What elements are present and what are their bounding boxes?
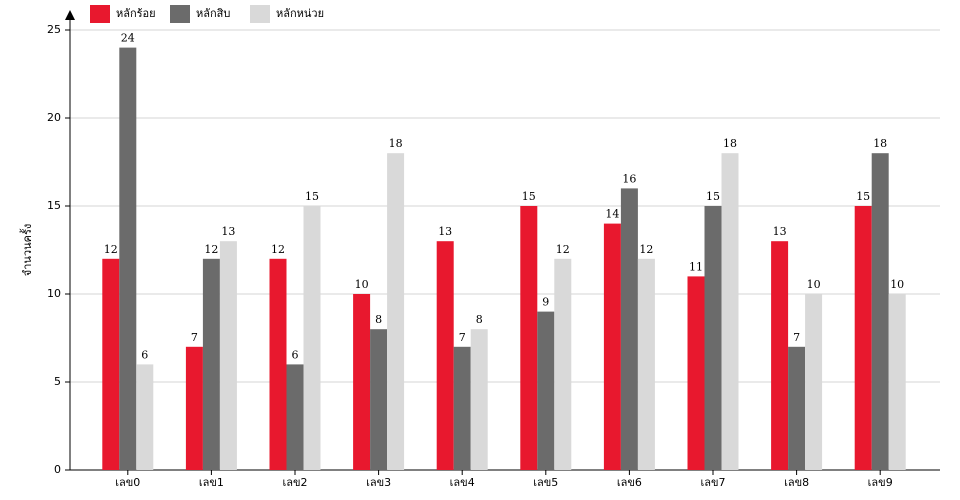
value-label: 8 — [476, 313, 483, 326]
bar — [687, 276, 705, 470]
value-label: 18 — [723, 137, 737, 150]
bar — [788, 346, 806, 470]
value-label: 24 — [121, 32, 135, 45]
legend-swatch — [170, 5, 190, 23]
x-tick-label: เลข8 — [784, 476, 809, 489]
x-tick-label: เลข7 — [700, 476, 725, 489]
x-tick-label: เลข5 — [533, 476, 558, 489]
x-tick-label: เลข4 — [450, 476, 475, 489]
value-label: 13 — [773, 225, 787, 238]
legend-label: หลักหน่วย — [276, 7, 324, 20]
bar — [286, 364, 304, 470]
bar — [854, 206, 872, 470]
bar — [620, 188, 638, 470]
legend-label: หลักร้อย — [116, 7, 156, 20]
y-tick-label: 5 — [54, 375, 61, 388]
value-label: 10 — [355, 278, 369, 291]
value-label: 14 — [605, 208, 619, 221]
value-label: 12 — [271, 243, 285, 256]
value-label: 7 — [793, 331, 800, 344]
value-label: 15 — [522, 190, 536, 203]
bar — [520, 206, 538, 470]
y-tick-label: 20 — [47, 111, 61, 124]
bar — [436, 241, 454, 470]
y-axis-label: จำนวนครั้ง — [19, 224, 34, 276]
bar — [370, 329, 388, 470]
bar — [202, 258, 220, 470]
value-label: 8 — [375, 313, 382, 326]
y-tick-label: 0 — [54, 463, 61, 476]
value-label: 15 — [706, 190, 720, 203]
bar — [554, 258, 572, 470]
y-tick-label: 25 — [47, 23, 61, 36]
value-label: 7 — [191, 331, 198, 344]
legend-swatch — [250, 5, 270, 23]
x-tick-label: เลข6 — [617, 476, 642, 489]
value-label: 12 — [104, 243, 118, 256]
bar — [771, 241, 789, 470]
value-label: 12 — [556, 243, 570, 256]
value-label: 13 — [438, 225, 452, 238]
bar — [219, 241, 237, 470]
x-tick-label: เลข2 — [282, 476, 307, 489]
value-label: 9 — [542, 296, 549, 309]
value-label: 7 — [459, 331, 466, 344]
value-label: 10 — [890, 278, 904, 291]
value-label: 12 — [204, 243, 218, 256]
value-label: 11 — [689, 260, 703, 273]
x-tick-label: เลข1 — [199, 476, 224, 489]
value-label: 12 — [639, 243, 653, 256]
bar — [537, 311, 555, 470]
bar — [603, 223, 621, 470]
bar — [871, 153, 889, 470]
value-label: 18 — [873, 137, 887, 150]
legend-label: หลักสิบ — [196, 7, 230, 20]
y-tick-label: 10 — [47, 287, 61, 300]
legend-swatch — [90, 5, 110, 23]
y-tick-label: 15 — [47, 199, 61, 212]
x-tick-label: เลข3 — [366, 476, 391, 489]
bar — [269, 258, 287, 470]
bar — [470, 329, 488, 470]
bar — [387, 153, 405, 470]
value-label: 10 — [807, 278, 821, 291]
value-label: 15 — [856, 190, 870, 203]
value-label: 15 — [305, 190, 319, 203]
bar — [136, 364, 154, 470]
bar — [637, 258, 655, 470]
x-tick-label: เลข9 — [868, 476, 893, 489]
bar — [102, 258, 120, 470]
y-axis-arrow — [65, 10, 75, 20]
bar — [185, 346, 203, 470]
value-label: 6 — [141, 348, 148, 361]
bar — [805, 294, 823, 470]
value-label: 6 — [292, 348, 299, 361]
bar — [453, 346, 471, 470]
bar — [721, 153, 739, 470]
value-label: 16 — [622, 172, 636, 185]
bar — [353, 294, 371, 470]
bar — [704, 206, 722, 470]
bar — [119, 47, 137, 470]
value-label: 18 — [389, 137, 403, 150]
bar — [888, 294, 906, 470]
x-tick-label: เลข0 — [115, 476, 140, 489]
value-label: 13 — [221, 225, 235, 238]
bar — [303, 206, 321, 470]
